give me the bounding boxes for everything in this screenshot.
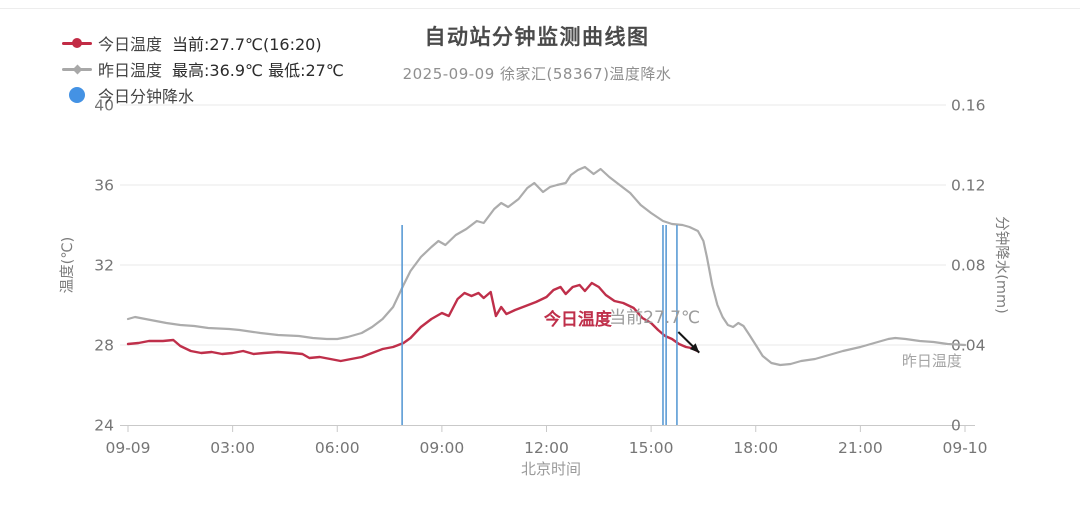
top-divider: [0, 8, 1080, 9]
y-tick-label-left: 24: [94, 417, 114, 435]
page-title: 自动站分钟监测曲线图: [424, 25, 650, 49]
title-block: 自动站分钟监测曲线图 2025-09-09 徐家汇(58367)温度降水: [337, 21, 737, 84]
x-axis-title: 北京时间: [521, 460, 581, 478]
today-temp-line: [126, 281, 699, 363]
x-tick-label: 15:00: [629, 439, 674, 457]
legend-circle-glyph: [69, 87, 85, 103]
x-tick-label: 21:00: [838, 439, 883, 457]
legend-item-today-temp[interactable]: 今日温度 当前:27.7℃(16:20): [62, 30, 344, 56]
today-temp-line-dot-icon: [62, 35, 92, 51]
y-tick-label-right: 0: [951, 417, 961, 435]
x-tick-label: 09-10: [942, 439, 987, 457]
y-tick-label-left: 40: [94, 97, 114, 115]
legend-current-value: 当前:27.7℃(16:20): [172, 35, 322, 54]
x-tick-label: 09:00: [420, 439, 465, 457]
legend-diamond-glyph: [72, 64, 82, 74]
x-tick-label: 09-09: [105, 439, 150, 457]
x-tick-label: 12:00: [524, 439, 569, 457]
x-tick-label: 06:00: [315, 439, 360, 457]
legend-item-yesterday-temp[interactable]: 昨日温度 最高:36.9℃ 最低:27℃: [62, 56, 344, 82]
page-subtitle: 2025-09-09 徐家汇(58367)温度降水: [402, 65, 672, 83]
y-tick-label-right: 0.16: [951, 97, 986, 115]
y-tick-label-right: 0.08: [951, 257, 986, 275]
x-tick-label: 03:00: [210, 439, 255, 457]
annotation-current-temp-label: 当前27.7℃: [609, 308, 700, 328]
yesterday-temp-line: [126, 165, 967, 367]
y-tick-label-right: 0.12: [951, 177, 986, 195]
legend-label: 昨日温度: [98, 61, 163, 80]
legend-maxmin-value: 最高:36.9℃ 最低:27℃: [172, 61, 344, 80]
y-tick-label-left: 28: [94, 337, 114, 355]
y-tick-label-left: 32: [94, 257, 114, 275]
yesterday-temp-line-diamond-icon: [62, 61, 92, 77]
annotation-yesterday-temp-label: 昨日温度: [902, 352, 962, 370]
legend-label: 今日分钟降水: [98, 87, 195, 106]
y-tick-label-right: 0.04: [951, 337, 986, 355]
annotation-arrow-head: [689, 343, 700, 353]
x-tick-label: 18:00: [733, 439, 778, 457]
precip-circle-icon: [62, 87, 92, 103]
left-axis-title: 温度(℃): [59, 237, 76, 294]
legend: 今日温度 当前:27.7℃(16:20) 昨日温度 最高:36.9℃ 最低:27…: [62, 30, 344, 108]
annotation-today-temp-label: 今日温度: [544, 309, 613, 330]
legend-item-minute-precip[interactable]: 今日分钟降水: [62, 82, 344, 108]
legend-dot-glyph: [72, 38, 82, 48]
right-axis-title: 分钟降水(mm): [993, 216, 1010, 314]
y-tick-label-left: 36: [94, 177, 114, 195]
legend-label: 今日温度: [98, 35, 163, 54]
